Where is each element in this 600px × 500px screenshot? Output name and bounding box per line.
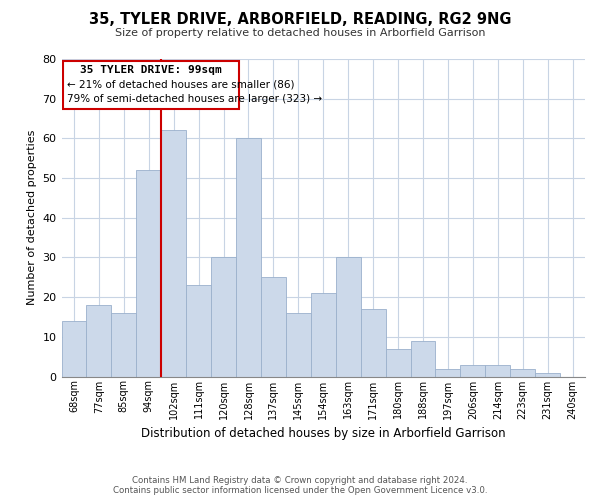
Bar: [410, 341, 436, 376]
Text: Size of property relative to detached houses in Arborfield Garrison: Size of property relative to detached ho…: [115, 28, 485, 38]
Bar: [336, 258, 361, 376]
Bar: [136, 170, 161, 376]
Bar: [311, 293, 336, 376]
Text: Contains HM Land Registry data © Crown copyright and database right 2024.
Contai: Contains HM Land Registry data © Crown c…: [113, 476, 487, 495]
Bar: [535, 372, 560, 376]
Bar: [286, 313, 311, 376]
X-axis label: Distribution of detached houses by size in Arborfield Garrison: Distribution of detached houses by size …: [141, 427, 506, 440]
Bar: [436, 368, 460, 376]
Bar: [485, 364, 510, 376]
Bar: [86, 305, 112, 376]
Bar: [161, 130, 186, 376]
Text: 79% of semi-detached houses are larger (323) →: 79% of semi-detached houses are larger (…: [67, 94, 322, 104]
Bar: [211, 258, 236, 376]
Text: 35, TYLER DRIVE, ARBORFIELD, READING, RG2 9NG: 35, TYLER DRIVE, ARBORFIELD, READING, RG…: [89, 12, 511, 28]
Bar: [386, 348, 410, 376]
Bar: [510, 368, 535, 376]
Bar: [186, 285, 211, 376]
Y-axis label: Number of detached properties: Number of detached properties: [27, 130, 37, 306]
Text: ← 21% of detached houses are smaller (86): ← 21% of detached houses are smaller (86…: [67, 80, 294, 90]
Bar: [460, 364, 485, 376]
Bar: [62, 321, 86, 376]
Text: 35 TYLER DRIVE: 99sqm: 35 TYLER DRIVE: 99sqm: [80, 65, 221, 75]
Bar: [112, 313, 136, 376]
Bar: [361, 309, 386, 376]
Bar: [261, 278, 286, 376]
Bar: [236, 138, 261, 376]
FancyBboxPatch shape: [63, 61, 239, 108]
